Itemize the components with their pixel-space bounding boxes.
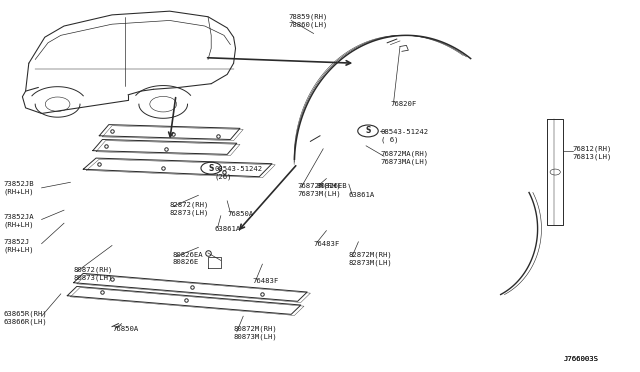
Text: 08543-51242
(26): 08543-51242 (26) — [214, 166, 262, 180]
Text: 63865R(RH)
63866R(LH): 63865R(RH) 63866R(LH) — [3, 311, 47, 325]
Text: 76820F: 76820F — [390, 101, 417, 107]
Text: 63861A: 63861A — [349, 192, 375, 198]
Text: J766003S: J766003S — [563, 356, 598, 362]
Text: 76850A: 76850A — [112, 326, 138, 332]
Text: 76872M(RH)
76873M(LH): 76872M(RH) 76873M(LH) — [298, 183, 341, 197]
Text: 82872M(RH)
82873M(LH): 82872M(RH) 82873M(LH) — [349, 251, 392, 266]
Text: J766003S: J766003S — [563, 356, 598, 362]
Text: 80826EB: 80826EB — [317, 183, 348, 189]
Text: 76483F: 76483F — [253, 278, 279, 284]
Text: 80872M(RH)
80873M(LH): 80872M(RH) 80873M(LH) — [234, 326, 277, 340]
Text: 76850A: 76850A — [227, 211, 253, 217]
Text: 76872MA(RH)
76873MA(LH): 76872MA(RH) 76873MA(LH) — [381, 151, 429, 165]
Text: 63861A: 63861A — [214, 226, 241, 232]
Text: S: S — [209, 164, 214, 173]
Text: 76812(RH)
76813(LH): 76812(RH) 76813(LH) — [573, 145, 612, 160]
Text: 73852JA
(RH+LH): 73852JA (RH+LH) — [3, 214, 34, 228]
Text: 82872(RH)
82873(LH): 82872(RH) 82873(LH) — [170, 201, 209, 215]
Text: 73852J
(RH+LH): 73852J (RH+LH) — [3, 238, 34, 253]
Text: 73852JB
(RH+LH): 73852JB (RH+LH) — [3, 181, 34, 195]
Text: S: S — [365, 126, 371, 135]
Text: 78859(RH)
78860(LH): 78859(RH) 78860(LH) — [288, 13, 328, 28]
Text: 76483F: 76483F — [314, 241, 340, 247]
Text: 08543-51242
( 6): 08543-51242 ( 6) — [381, 129, 429, 143]
Text: 80826EA
80826E: 80826EA 80826E — [173, 252, 204, 265]
Text: 80872(RH)
80873(LH): 80872(RH) 80873(LH) — [74, 266, 113, 280]
